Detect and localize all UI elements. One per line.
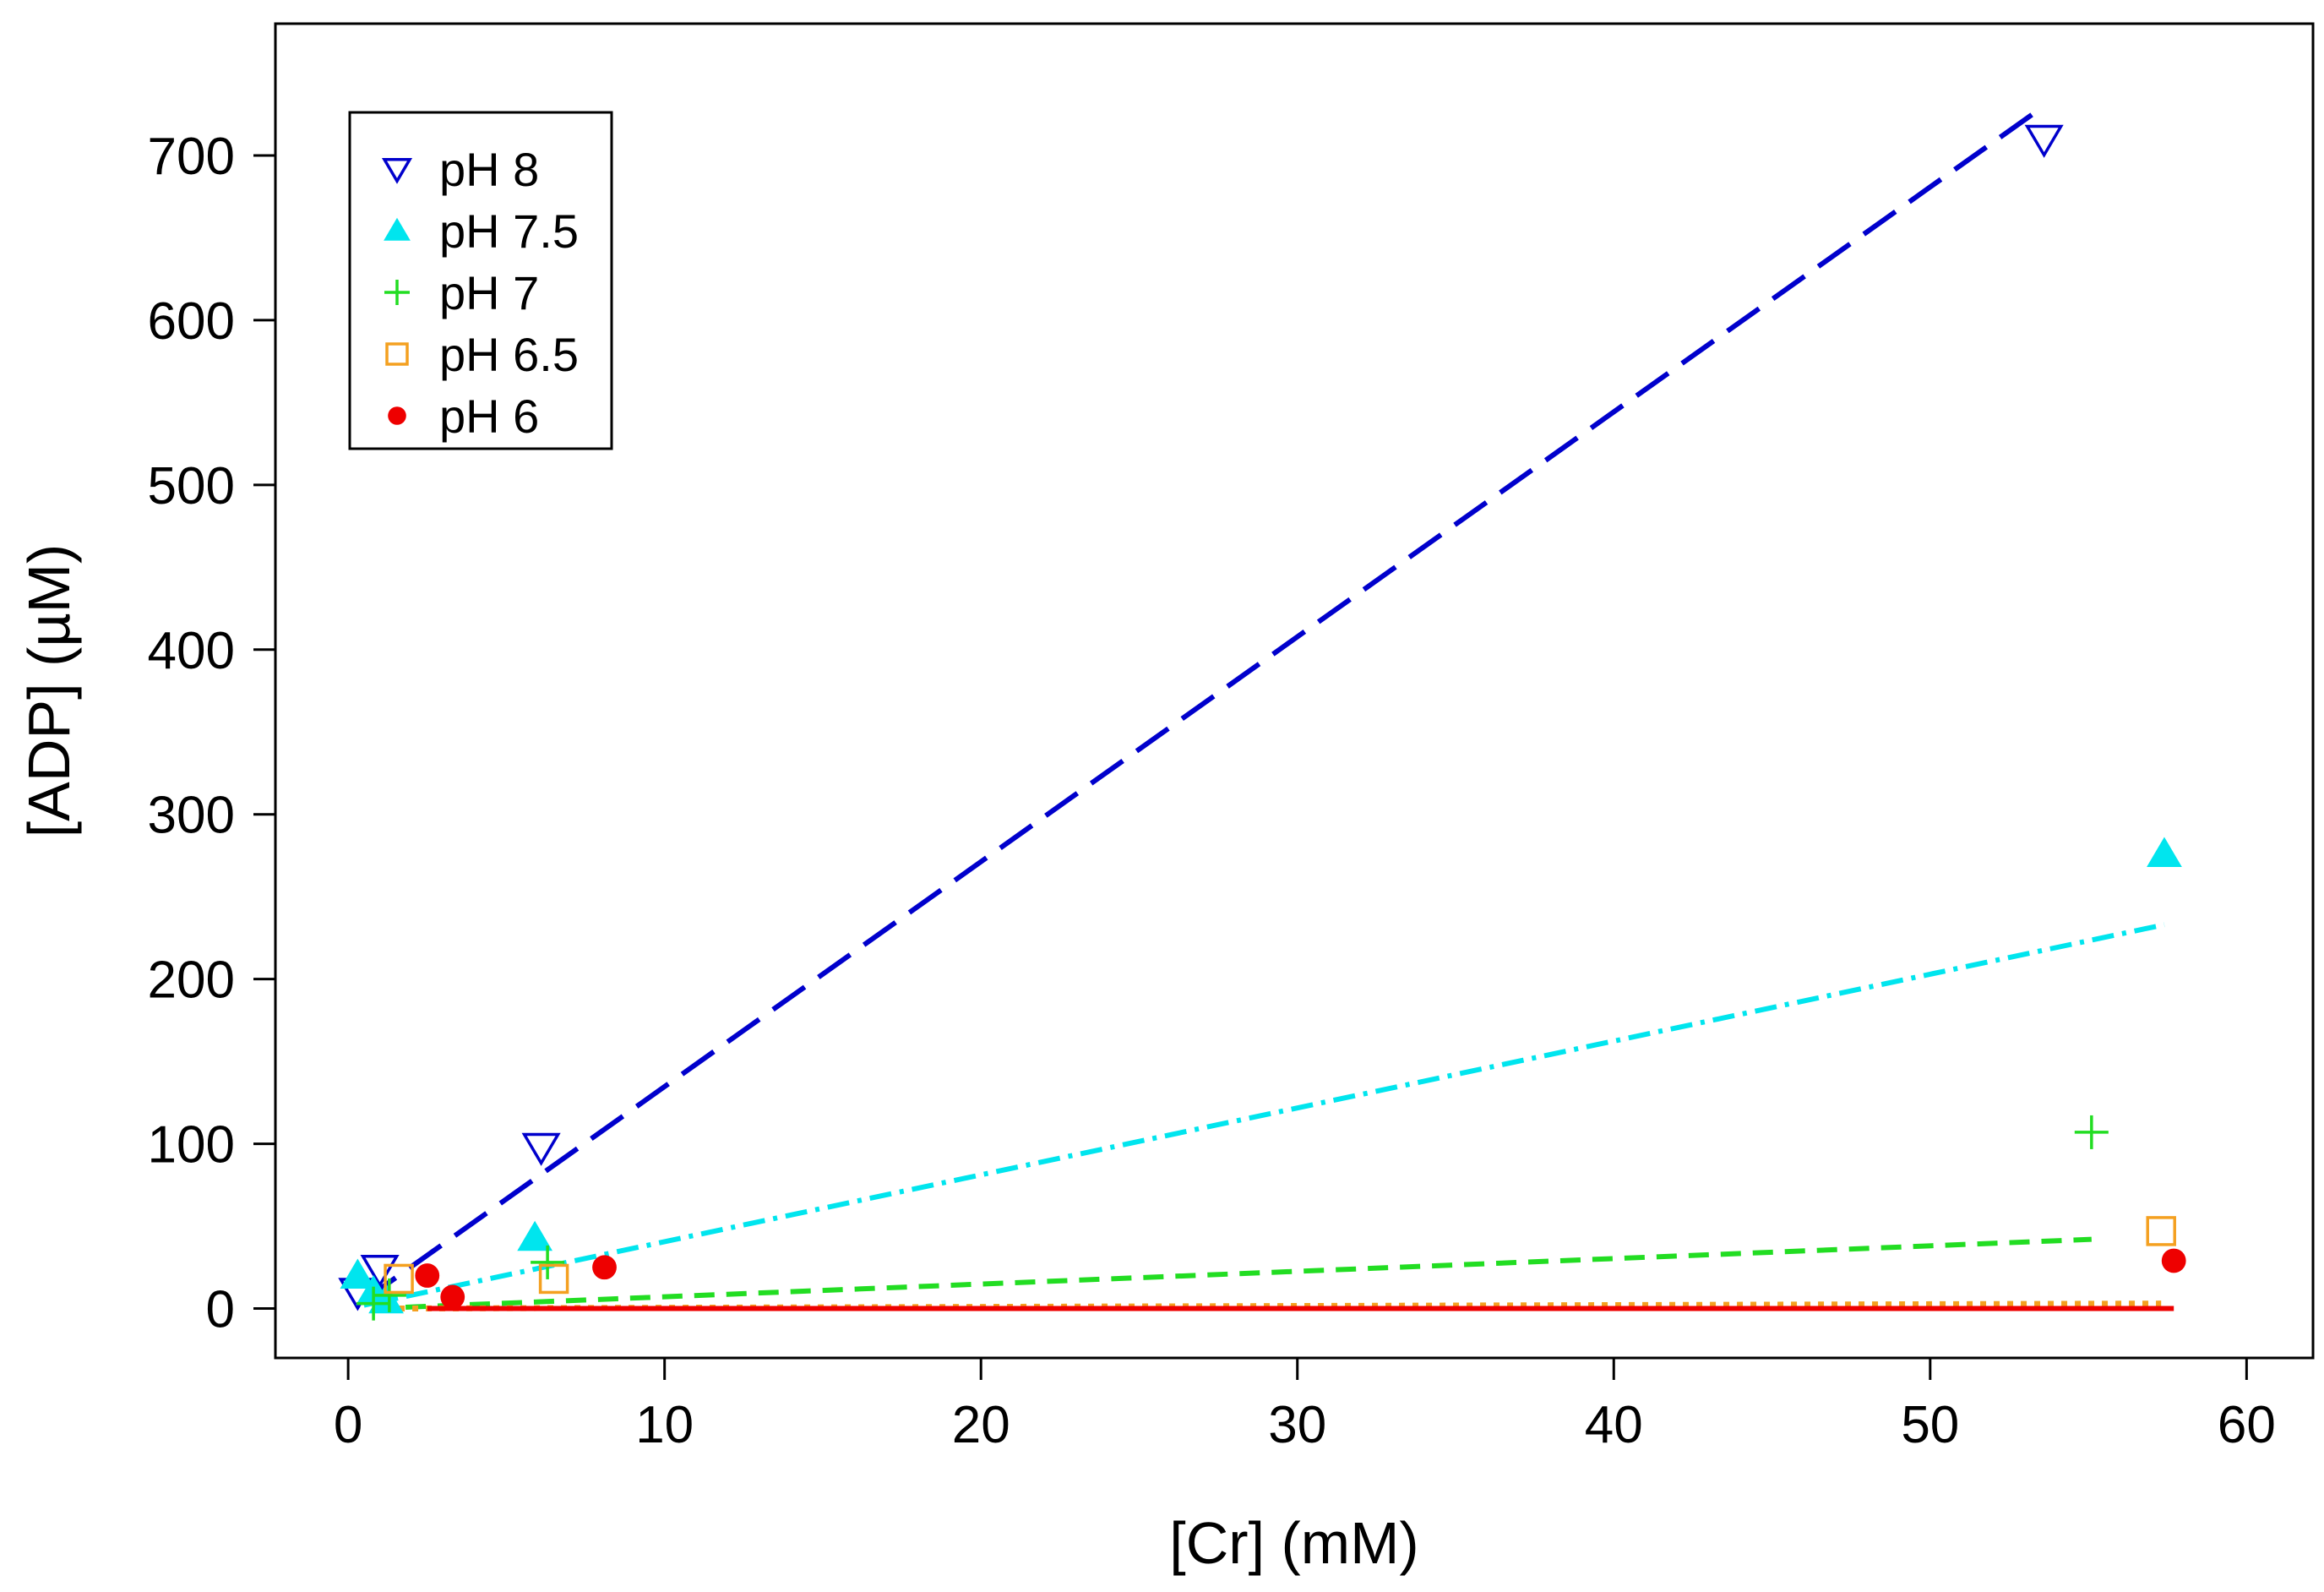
x-tick-label: 30: [1268, 1396, 1326, 1454]
legend-marker-ph-6: [388, 406, 406, 425]
legend-label-ph-8: pH 8: [439, 143, 539, 196]
y-tick-label: 100: [148, 1116, 235, 1175]
fit-lines: [362, 104, 2174, 1312]
point-ph-7: [2074, 1115, 2109, 1149]
point-ph-7-5: [340, 1258, 376, 1289]
point-ph-7: [356, 1286, 391, 1321]
legend-label-ph-6-5: pH 6.5: [439, 328, 579, 381]
x-axis-title: [Cr] (mM): [1169, 1510, 1418, 1576]
legend-label-ph-7-5: pH 7.5: [439, 204, 579, 258]
x-tick-label: 0: [334, 1396, 362, 1454]
point-ph-7-5: [2147, 837, 2182, 867]
y-tick-label: 600: [148, 292, 235, 351]
x-tick-label: 60: [2218, 1396, 2276, 1454]
point-ph-7-5: [368, 1283, 404, 1314]
y-tick-label: 400: [148, 622, 235, 680]
point-ph-6: [415, 1263, 440, 1288]
legend-box: [348, 111, 613, 450]
x-tick-label: 50: [1901, 1396, 1959, 1454]
point-ph-7: [531, 1245, 565, 1279]
point-ph-6: [2161, 1248, 2186, 1273]
y-tick-label: 200: [148, 951, 235, 1010]
point-ph-6-5: [538, 1263, 569, 1295]
plot-frame: [274, 22, 2315, 1360]
y-tick-label: 300: [148, 787, 235, 845]
point-ph-6-5: [2146, 1216, 2176, 1246]
legend: pH 8 pH 7.5 pH 7 pH 6.5 pH 6: [348, 111, 613, 450]
legend-marker-ph-8: [381, 158, 413, 184]
x-tick-label: 40: [1585, 1396, 1643, 1454]
y-tick-label: 500: [148, 457, 235, 515]
legend-marker-ph-7: [384, 280, 410, 305]
point-ph-8: [521, 1132, 561, 1166]
point-ph-8: [2024, 124, 2064, 158]
point-ph-6: [592, 1255, 617, 1280]
point-ph-7-5: [517, 1220, 552, 1251]
legend-label-ph-6: pH 6: [439, 390, 539, 443]
y-tick-label: 700: [148, 128, 235, 186]
legend-marker-ph-7-5: [384, 217, 411, 241]
legend-marker-ph-6-5: [385, 342, 409, 366]
x-tick-label: 10: [635, 1396, 694, 1454]
y-axis-title: [ADP] (µM): [16, 544, 82, 838]
point-ph-6-5: [384, 1263, 414, 1295]
point-ph-8: [360, 1254, 400, 1289]
y-tick-label: 0: [206, 1281, 235, 1339]
fit-line-ph-7-5: [363, 922, 2165, 1308]
point-ph-7: [372, 1278, 406, 1312]
fit-line-ph-8: [362, 104, 2046, 1303]
data-markers: [338, 124, 2186, 1321]
legend-label-ph-7: pH 7: [439, 266, 539, 319]
point-ph-6: [440, 1284, 465, 1310]
x-tick-label: 20: [952, 1396, 1010, 1454]
